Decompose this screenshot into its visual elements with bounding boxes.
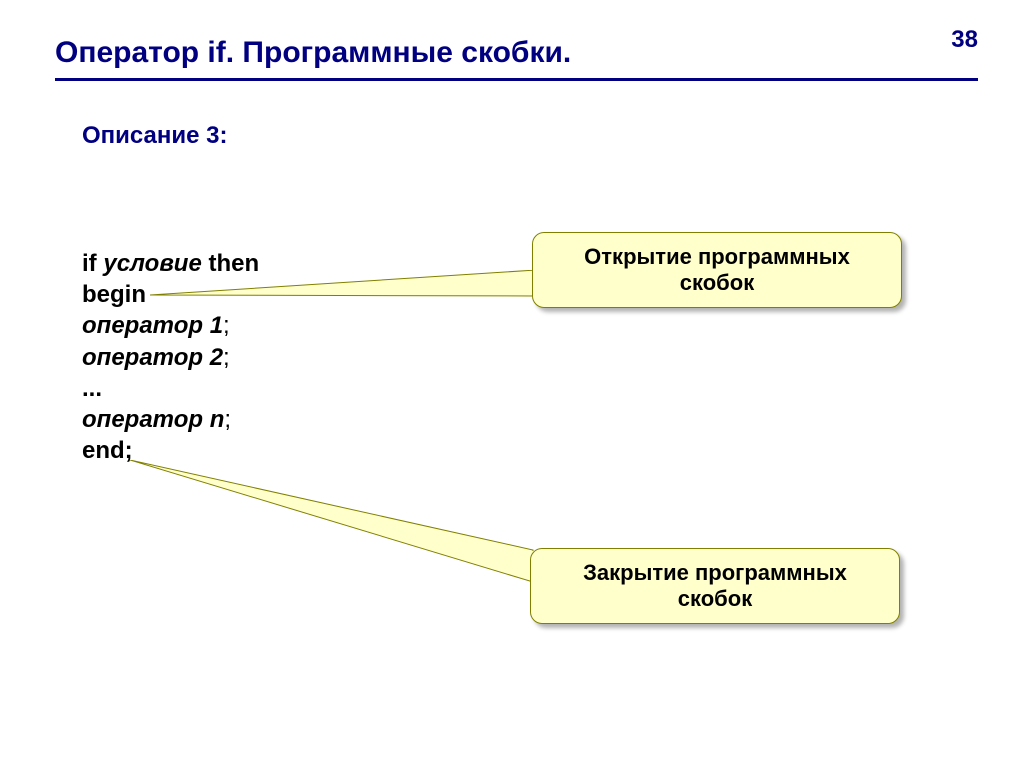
- page-number: 38: [951, 26, 978, 54]
- placeholder-opn: оператор n: [82, 406, 224, 433]
- callout-open-label: Открытие программных скобок: [553, 244, 881, 296]
- code-line-5: ...: [82, 373, 259, 404]
- subtitle: Описание 3:: [82, 122, 228, 150]
- semicolon-2: ;: [223, 344, 230, 371]
- slide-title: Оператор if. Программные скобки.: [55, 36, 571, 70]
- code-line-2: begin: [82, 279, 259, 310]
- placeholder-op2: оператор 2: [82, 344, 223, 371]
- keyword-end: end;: [82, 437, 133, 464]
- code-block: if условие then begin оператор 1; операт…: [82, 248, 259, 466]
- ellipsis: ...: [82, 375, 102, 402]
- keyword-begin: begin: [82, 281, 146, 308]
- semicolon-1: ;: [223, 312, 230, 339]
- slide-header: Оператор if. Программные скобки. 38: [55, 36, 978, 81]
- placeholder-condition: условие: [103, 250, 201, 277]
- placeholder-op1: оператор 1: [82, 312, 223, 339]
- callout-open-brackets: Открытие программных скобок: [532, 232, 902, 308]
- callout-close-brackets: Закрытие программных скобок: [530, 548, 900, 624]
- callout-pointer-2: [130, 460, 542, 590]
- code-line-4: оператор 2;: [82, 342, 259, 373]
- semicolon-n: ;: [224, 406, 231, 433]
- callout-close-label: Закрытие программных скобок: [551, 560, 879, 612]
- code-line-1: if условие then: [82, 248, 259, 279]
- code-line-3: оператор 1;: [82, 310, 259, 341]
- code-line-6: оператор n;: [82, 404, 259, 435]
- keyword-then: then: [209, 250, 260, 277]
- keyword-if: if: [82, 250, 97, 277]
- code-line-7: end;: [82, 435, 259, 466]
